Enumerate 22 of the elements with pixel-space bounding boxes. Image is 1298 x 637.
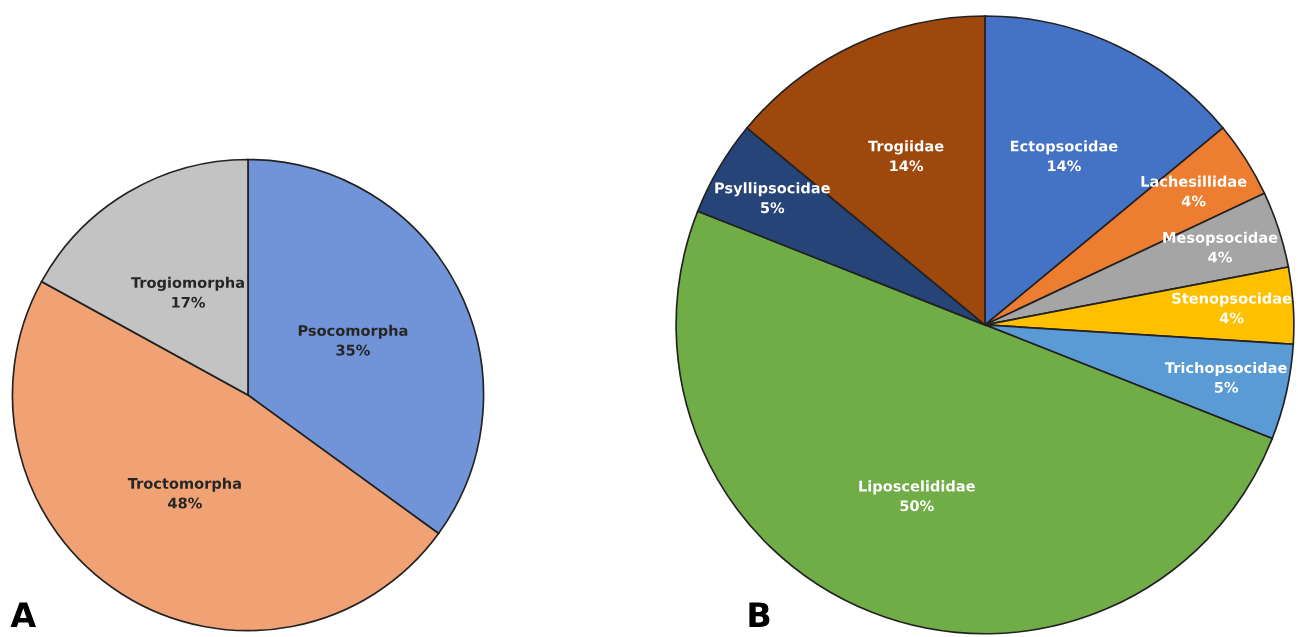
slice-label: Trichopsocidae xyxy=(1164,361,1287,376)
data-label: 4% xyxy=(1181,195,1206,207)
data-label: 5% xyxy=(1214,381,1239,393)
data-label: 35% xyxy=(336,344,370,356)
data-label: 5% xyxy=(761,202,785,214)
slice-label: Troctomorpha xyxy=(127,477,241,492)
slice-label: Trogiidae xyxy=(868,140,944,155)
text: A xyxy=(10,602,37,627)
slice-label: Trogiomorpha xyxy=(131,276,244,291)
slice-label: Psocomorpha xyxy=(298,324,408,339)
slice-label: Liposcelididae xyxy=(859,480,975,495)
data-label: 50% xyxy=(900,500,934,512)
data-label: 14% xyxy=(890,160,924,172)
data-label: 4% xyxy=(1208,251,1232,263)
slice-label: Mesopsocidae xyxy=(1163,231,1278,246)
slice-label: Ectopsocidae xyxy=(1010,140,1118,155)
slice-label: Stenopsocidae xyxy=(1172,292,1292,307)
data-label: 14% xyxy=(1048,160,1081,172)
text: B xyxy=(749,602,770,627)
data-label: 17% xyxy=(172,296,206,308)
data-label: 48% xyxy=(168,497,202,509)
data-label: 4% xyxy=(1219,312,1244,324)
